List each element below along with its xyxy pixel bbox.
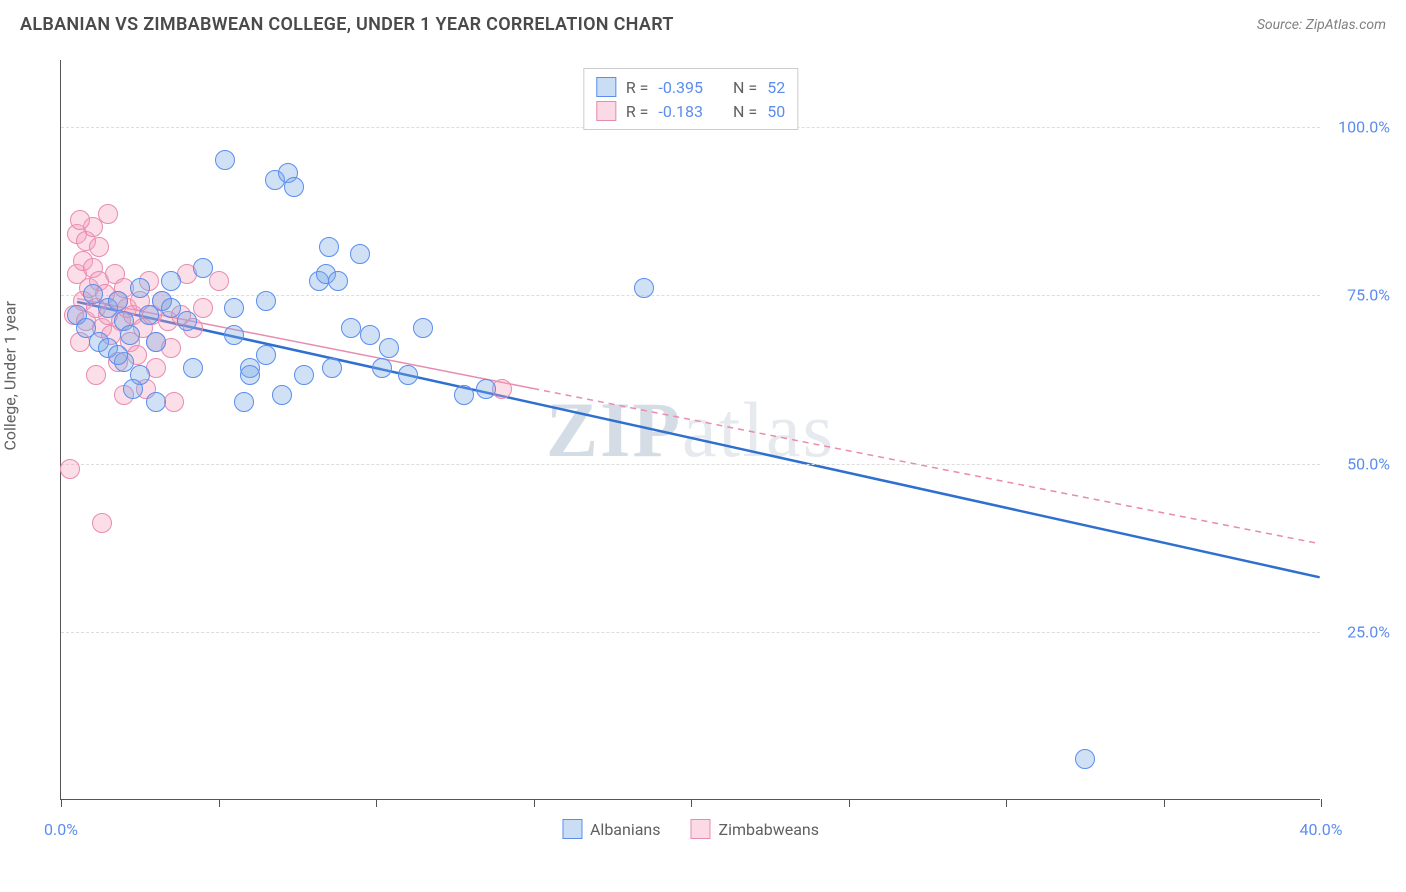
legend-item-zimbabweans: Zimbabweans — [691, 819, 819, 839]
data-point — [60, 459, 80, 479]
data-point — [161, 271, 181, 291]
data-point — [413, 318, 433, 338]
y-axis-label: College, Under 1 year — [1, 301, 20, 451]
data-point — [350, 244, 370, 264]
swatch-pink-icon — [596, 101, 616, 121]
y-tick-label: 75.0% — [1347, 286, 1390, 305]
data-point — [164, 392, 184, 412]
x-tick — [534, 799, 535, 807]
data-point — [89, 237, 109, 257]
data-point — [322, 358, 342, 378]
x-tick — [219, 799, 220, 807]
n-label: N = — [733, 78, 757, 97]
data-point — [177, 311, 197, 331]
gridline — [61, 464, 1320, 465]
data-point — [86, 365, 106, 385]
chart-title: ALBANIAN VS ZIMBABWEAN COLLEGE, UNDER 1 … — [20, 14, 674, 35]
r-label: R = — [626, 78, 649, 97]
series-legend: Albanians Zimbabweans — [562, 819, 819, 839]
n-label: N = — [733, 102, 757, 121]
data-point — [146, 392, 166, 412]
legend-label: Zimbabweans — [719, 820, 819, 839]
x-tick-label: 40.0% — [1300, 820, 1343, 839]
data-point — [98, 204, 118, 224]
x-tick — [1321, 799, 1322, 807]
y-tick-label: 50.0% — [1347, 454, 1390, 473]
n-value-albanians: 52 — [767, 78, 785, 97]
r-value-zimbabweans: -0.183 — [658, 102, 703, 121]
gridline — [61, 295, 1320, 296]
data-point — [272, 385, 292, 405]
r-label: R = — [626, 102, 649, 121]
data-point — [209, 271, 229, 291]
x-tick — [61, 799, 62, 807]
swatch-blue-icon — [562, 819, 582, 839]
legend-label: Albanians — [590, 820, 661, 839]
data-point — [240, 365, 260, 385]
source-label: Source: ZipAtlas.com — [1257, 17, 1386, 33]
x-tick — [376, 799, 377, 807]
data-point — [130, 278, 150, 298]
data-point — [328, 271, 348, 291]
data-point — [319, 237, 339, 257]
n-value-zimbabweans: 50 — [767, 102, 785, 121]
swatch-pink-icon — [691, 819, 711, 839]
data-point — [454, 385, 474, 405]
x-tick — [691, 799, 692, 807]
r-value-albanians: -0.395 — [658, 78, 703, 97]
data-point — [360, 325, 380, 345]
data-point — [70, 210, 90, 230]
data-point — [224, 298, 244, 318]
data-point — [379, 338, 399, 358]
data-point — [193, 258, 213, 278]
gridline — [61, 632, 1320, 633]
watermark: ZIPatlas — [546, 385, 835, 475]
swatch-blue-icon — [596, 77, 616, 97]
data-point — [294, 365, 314, 385]
stats-row-zimbabweans: R = -0.183 N = 50 — [596, 99, 785, 123]
data-point — [256, 345, 276, 365]
data-point — [634, 278, 654, 298]
data-point — [234, 392, 254, 412]
x-tick — [849, 799, 850, 807]
stats-legend: R = -0.395 N = 52 R = -0.183 N = 50 — [583, 68, 798, 130]
data-point — [108, 345, 128, 365]
data-point — [476, 379, 496, 399]
trendlines-layer — [61, 60, 1320, 799]
y-tick-label: 25.0% — [1347, 622, 1390, 641]
legend-item-albanians: Albanians — [562, 819, 661, 839]
data-point — [398, 365, 418, 385]
data-point — [92, 513, 112, 533]
data-point — [284, 177, 304, 197]
y-tick-label: 100.0% — [1338, 118, 1390, 137]
data-point — [215, 150, 235, 170]
data-point — [372, 358, 392, 378]
data-point — [341, 318, 361, 338]
stats-row-albanians: R = -0.395 N = 52 — [596, 75, 785, 99]
data-point — [123, 379, 143, 399]
data-point — [256, 291, 276, 311]
data-point — [108, 291, 128, 311]
data-point — [1075, 749, 1095, 769]
x-tick — [1164, 799, 1165, 807]
plot-area: R = -0.395 N = 52 R = -0.183 N = 50 ZIPa… — [60, 60, 1320, 800]
chart-container: College, Under 1 year R = -0.395 N = 52 … — [20, 50, 1386, 892]
x-tick — [1006, 799, 1007, 807]
data-point — [183, 358, 203, 378]
data-point — [146, 332, 166, 352]
data-point — [120, 325, 140, 345]
data-point — [224, 325, 244, 345]
x-tick-label: 0.0% — [44, 820, 78, 839]
data-point — [193, 298, 213, 318]
